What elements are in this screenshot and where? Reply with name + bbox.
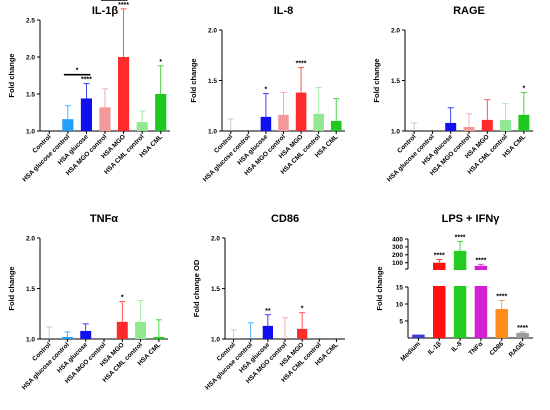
bar: [80, 330, 92, 339]
significance-label: ****: [118, 2, 129, 9]
y-tick-label: 10: [396, 301, 404, 308]
bar: [295, 92, 307, 131]
y-tick-label: 1.5: [26, 91, 35, 98]
bar: [155, 94, 167, 131]
bar: [453, 250, 467, 338]
significance-label: ****: [475, 257, 486, 264]
y-axis-label: Fold change: [372, 58, 381, 102]
bar: [118, 57, 130, 131]
x-tick-label: IL-1β: [427, 340, 443, 356]
bracket-label: *: [76, 68, 79, 75]
bar: [463, 126, 475, 131]
y-tick-label: 2.0: [208, 27, 217, 34]
bar: [297, 328, 308, 339]
bar: [80, 98, 92, 131]
y-tick-label: 1.0: [211, 336, 220, 343]
bar: [62, 119, 74, 131]
bar: [518, 114, 530, 131]
bar: [500, 119, 512, 131]
bar: [260, 116, 272, 131]
panel-title: LPS + IFNγ: [442, 213, 501, 225]
y-axis-label: Fold change: [189, 58, 198, 102]
y-tick-label: 1.0: [391, 128, 400, 135]
bar: [313, 113, 324, 131]
y-tick-label: 400: [392, 236, 403, 243]
axis-break-gap: [404, 270, 537, 286]
bar: [481, 119, 493, 131]
bar: [136, 122, 148, 131]
y-tick-label: 1.5: [211, 286, 220, 293]
bar: [516, 332, 529, 338]
y-tick-label: 2.0: [211, 235, 220, 242]
y-axis-label: Fold change: [375, 266, 384, 310]
bar: [445, 122, 457, 131]
bar: [330, 120, 342, 131]
y-tick-label: 2.0: [26, 54, 35, 61]
y-tick-label: 1.0: [26, 128, 35, 135]
y-tick-label: 2.0: [26, 235, 35, 242]
significance-label: ****: [455, 234, 466, 241]
y-tick-label: 5: [399, 318, 403, 325]
panel-title: CD86: [271, 213, 299, 225]
significance-label: ****: [496, 294, 507, 301]
significance-label: *: [159, 59, 162, 66]
y-tick-label: 300: [392, 244, 403, 251]
x-tick-label: CD86: [488, 340, 505, 357]
panel-title: RAGE: [453, 5, 485, 17]
y-tick-label: 1.5: [26, 286, 35, 293]
significance-label: *: [522, 86, 525, 93]
panel-title: TNFα: [90, 213, 118, 225]
significance-label: *: [121, 295, 124, 302]
y-tick-label: 100: [392, 260, 403, 267]
significance-label: ****: [296, 60, 307, 67]
bar: [135, 321, 147, 339]
x-tick-label: Medium: [400, 340, 422, 362]
x-tick-label: RAGE: [508, 340, 527, 359]
x-tick-label: IL-8: [450, 340, 463, 353]
bar: [116, 321, 128, 339]
significance-label: ****: [517, 325, 528, 332]
y-tick-label: 1.0: [208, 128, 217, 135]
significance-label: ****: [81, 77, 92, 84]
y-axis-label: Fold change OD: [192, 259, 201, 317]
significance-label: *: [301, 306, 304, 313]
bar: [61, 336, 73, 339]
significance-label: *: [265, 87, 268, 94]
significance-label: **: [265, 308, 271, 315]
panel-title: IL-8: [274, 5, 294, 17]
y-tick-label: 2.5: [26, 17, 35, 24]
y-tick-label: 1.5: [208, 78, 217, 85]
bar: [153, 336, 165, 339]
y-tick-label: 1.0: [26, 336, 35, 343]
y-tick-label: 2.0: [391, 27, 400, 34]
y-axis-label: Fold change: [7, 53, 16, 97]
significance-label: ****: [434, 253, 445, 260]
y-axis-label: Fold change: [7, 266, 16, 310]
bar: [262, 325, 273, 339]
y-tick-label: 15: [396, 284, 404, 291]
y-tick-label: 1.5: [391, 78, 400, 85]
x-tick-label: TNFα: [468, 340, 485, 357]
y-tick-label: 200: [392, 252, 403, 259]
panel-title: IL-1β: [92, 5, 119, 17]
bar: [99, 107, 111, 131]
bar: [495, 309, 508, 338]
bar: [412, 334, 425, 338]
bar: [278, 114, 289, 131]
